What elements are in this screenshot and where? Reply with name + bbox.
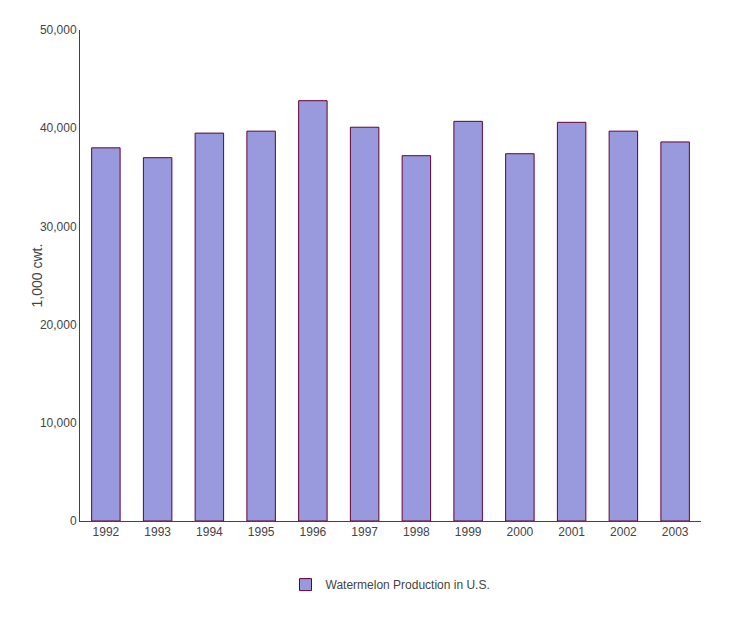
svg-text:40,000: 40,000 [40, 121, 77, 135]
svg-text:1998: 1998 [403, 525, 430, 539]
svg-text:1999: 1999 [455, 525, 482, 539]
svg-text:1995: 1995 [248, 525, 275, 539]
svg-text:2000: 2000 [507, 525, 534, 539]
svg-text:1994: 1994 [196, 525, 223, 539]
svg-text:50,000: 50,000 [40, 23, 77, 37]
svg-text:1,000 cwt.: 1,000 cwt. [29, 244, 45, 308]
svg-text:2001: 2001 [558, 525, 585, 539]
svg-text:10,000: 10,000 [40, 416, 77, 430]
svg-text:30,000: 30,000 [40, 220, 77, 234]
svg-text:Watermelon Production in U.S.: Watermelon Production in U.S. [326, 578, 490, 592]
svg-text:1992: 1992 [93, 525, 120, 539]
svg-text:2002: 2002 [610, 525, 637, 539]
svg-text:1993: 1993 [144, 525, 171, 539]
svg-text:0: 0 [70, 514, 77, 528]
svg-text:2003: 2003 [662, 525, 689, 539]
svg-text:20,000: 20,000 [40, 318, 77, 332]
svg-text:1997: 1997 [351, 525, 378, 539]
svg-text:1996: 1996 [300, 525, 327, 539]
